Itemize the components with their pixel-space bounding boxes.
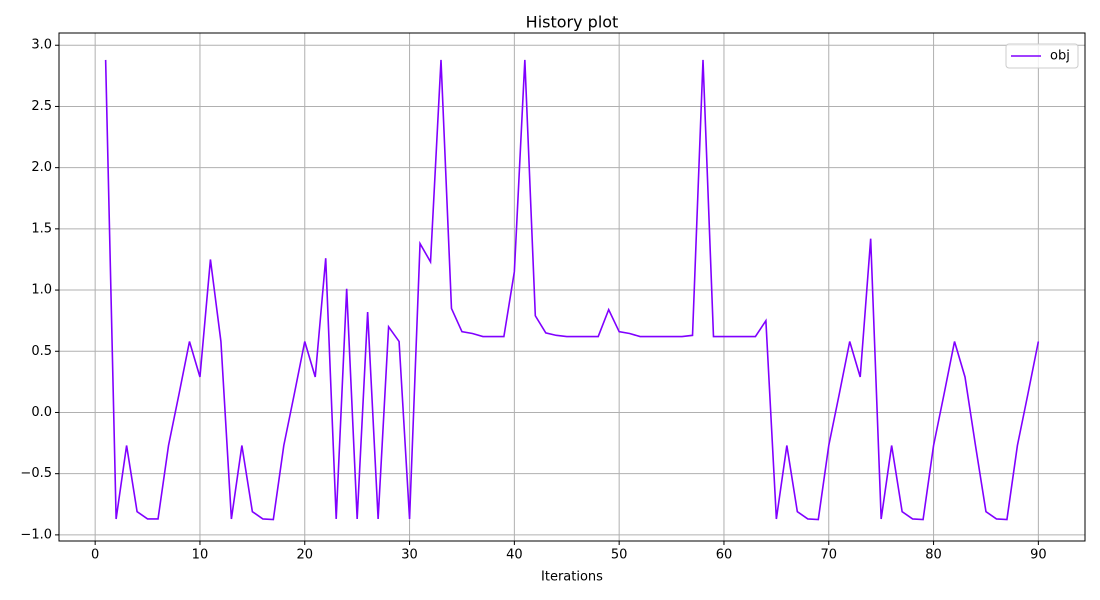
y-tick-label: −0.5	[20, 466, 52, 481]
y-tick-label: 1.5	[31, 221, 52, 236]
legend: obj	[1005, 43, 1079, 69]
y-tick-label: 0.0	[31, 405, 52, 420]
x-tick-label: 90	[1030, 548, 1047, 563]
x-tick-label: 50	[611, 548, 628, 563]
y-tick-label: 1.0	[31, 283, 52, 298]
x-tick-label: 30	[401, 548, 418, 563]
x-axis-label: Iterations	[541, 570, 603, 585]
legend-label: obj	[1050, 49, 1070, 64]
chart-title: History plot	[526, 13, 619, 32]
plot-frame	[58, 32, 1086, 542]
y-tick-label: 3.0	[31, 38, 52, 53]
x-tick-label: 70	[820, 548, 837, 563]
x-tick-label: 60	[716, 548, 733, 563]
y-tick-label: 2.0	[31, 160, 52, 175]
x-tick-label: 0	[91, 548, 99, 563]
y-tick-label: −1.0	[20, 527, 52, 542]
x-tick-label: 80	[925, 548, 942, 563]
legend-box	[1005, 43, 1079, 69]
y-tick-label: 2.5	[31, 99, 52, 114]
y-tick-label: 0.5	[31, 344, 52, 359]
x-tick-label: 20	[296, 548, 313, 563]
x-tick-label: 40	[506, 548, 523, 563]
x-tick-label: 10	[192, 548, 209, 563]
data-line	[104, 59, 1040, 521]
